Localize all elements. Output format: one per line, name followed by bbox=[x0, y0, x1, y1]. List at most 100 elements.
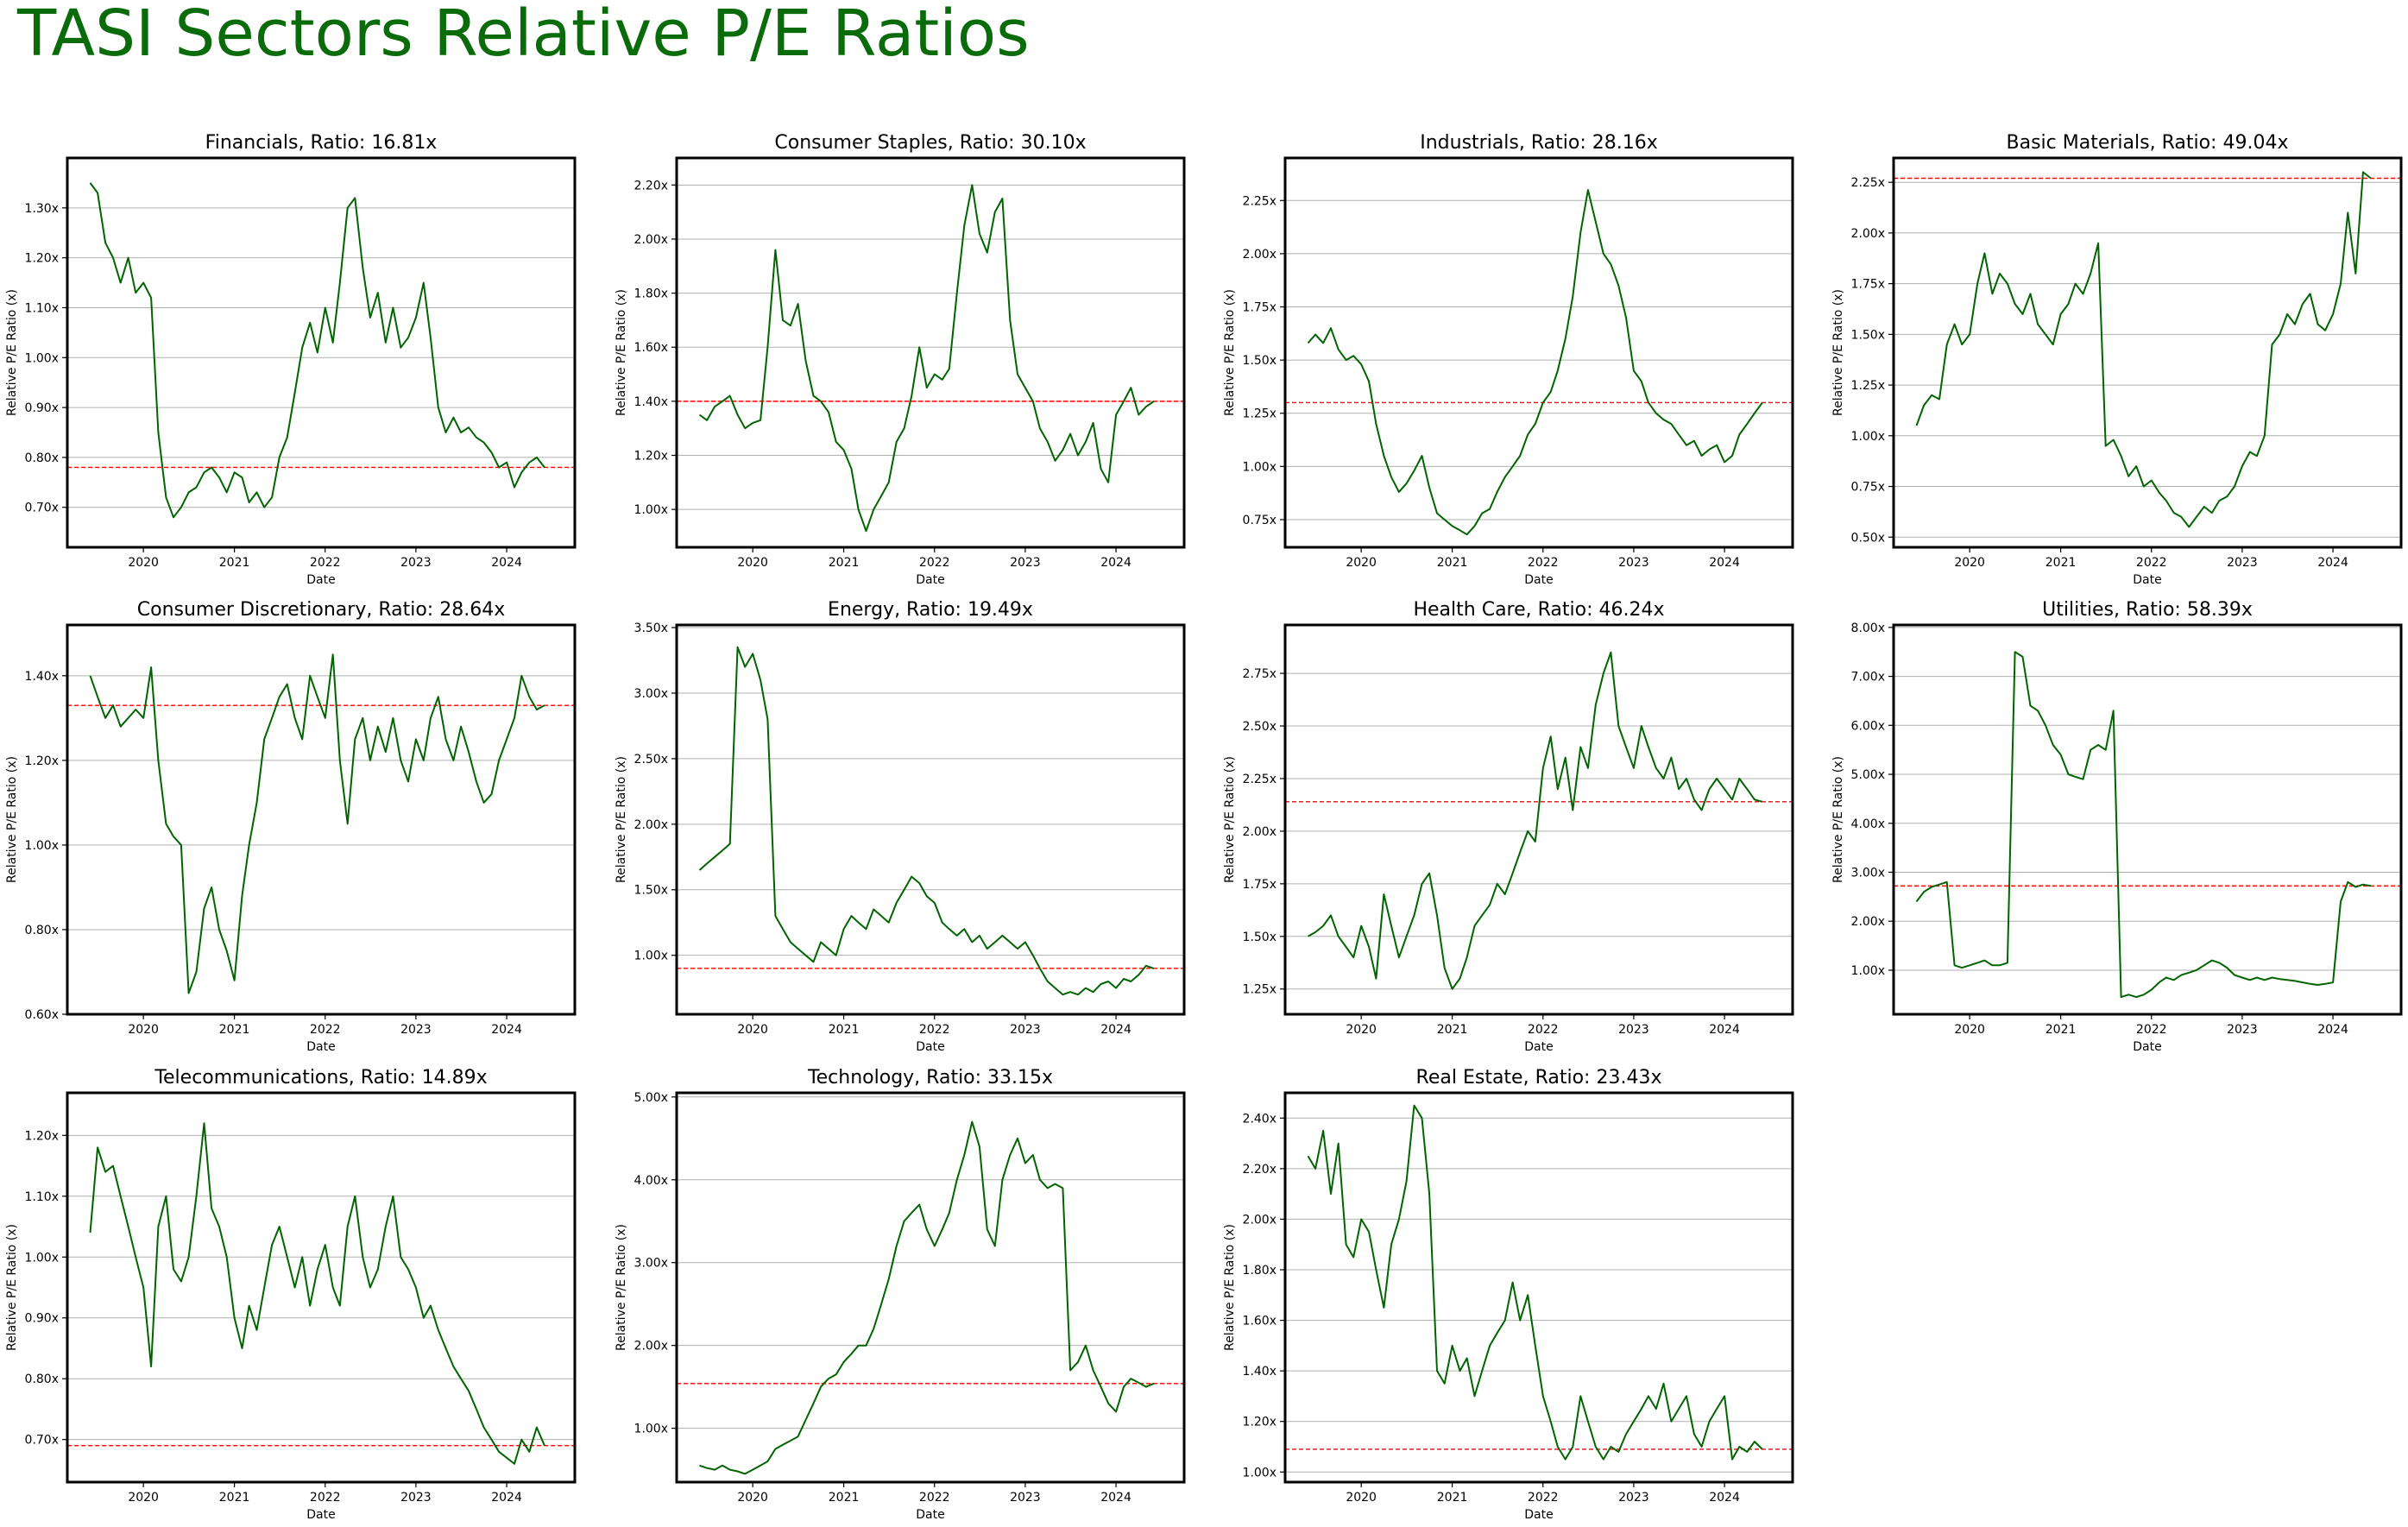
chart-consumer-discretionary: 0.60x 0.80x 1.00x 1.20x 1.40x 2020 2021 2022 202… bbox=[5, 599, 577, 1054]
plot-frame bbox=[1283, 623, 1794, 1016]
chart-consumer-staples: 1.00x 1.20x 1.40x 1.60x 1.80x 2.00x 2.20x 2020 2… bbox=[615, 132, 1186, 587]
plot-frame bbox=[675, 623, 1186, 1016]
y-tick-label: 1.50x bbox=[1243, 354, 1276, 368]
y-tick-label: 2.50x bbox=[1243, 720, 1276, 734]
x-tick-label: 2020 bbox=[737, 1491, 768, 1505]
chart-title: Real Estate, Ratio: 23.43x bbox=[1416, 1067, 1662, 1088]
series-line bbox=[1915, 651, 2372, 999]
chart-title: Financials, Ratio: 16.81x bbox=[205, 132, 438, 154]
y-tick-label: 2.20x bbox=[1243, 1163, 1276, 1177]
series-line bbox=[1308, 651, 1763, 990]
y-tick-label: 5.00x bbox=[634, 1091, 668, 1105]
x-axis-label: Date bbox=[1524, 573, 1553, 587]
plot-frame bbox=[1283, 156, 1794, 549]
chart-title: Utilities, Ratio: 58.39x bbox=[2042, 599, 2253, 621]
x-tick-label: 2022 bbox=[919, 556, 950, 570]
chart-industrials: 0.75x 1.00x 1.25x 1.50x 1.75x 2.00x 2.25x 2020 2… bbox=[1223, 132, 1794, 587]
plot-frame bbox=[675, 1091, 1186, 1484]
y-tick-label: 1.20x bbox=[1243, 1416, 1276, 1429]
y-tick-label: 1.00x bbox=[1851, 430, 1885, 444]
chart-energy: 1.00x 1.50x 2.00x 2.50x 3.00x 3.50x 2020 2021 20… bbox=[615, 599, 1186, 1054]
plot-frame bbox=[66, 156, 577, 549]
x-tick-label: 2020 bbox=[1346, 1491, 1377, 1505]
y-tick-label: 1.00x bbox=[634, 503, 668, 517]
y-tick-label: 1.40x bbox=[25, 670, 59, 684]
y-tick-label: 0.90x bbox=[25, 1312, 59, 1326]
y-tick-label: 2.25x bbox=[1243, 194, 1276, 208]
y-tick-label: 1.50x bbox=[1243, 931, 1276, 944]
y-tick-label: 1.50x bbox=[1851, 328, 1885, 342]
x-tick-label: 2020 bbox=[1954, 556, 1985, 570]
y-axis-label: Relative P/E Ratio (x) bbox=[1223, 1224, 1237, 1351]
y-tick-label: 4.00x bbox=[1851, 817, 1885, 831]
x-tick-label: 2021 bbox=[1437, 556, 1468, 570]
x-tick-label: 2020 bbox=[737, 1023, 768, 1037]
x-tick-label: 2023 bbox=[1010, 1023, 1041, 1037]
x-tick-label: 2024 bbox=[1100, 556, 1132, 570]
x-tick-label: 2022 bbox=[1528, 1023, 1559, 1037]
x-tick-label: 2022 bbox=[2136, 556, 2167, 570]
x-tick-label: 2022 bbox=[919, 1023, 950, 1037]
chart-title: Technology, Ratio: 33.15x bbox=[807, 1067, 1053, 1088]
y-tick-label: 1.00x bbox=[25, 839, 59, 853]
y-tick-label: 2.00x bbox=[1851, 915, 1885, 929]
x-tick-label: 2021 bbox=[1437, 1023, 1468, 1037]
y-axis-label: Relative P/E Ratio (x) bbox=[1223, 756, 1237, 883]
page-title: TASI Sectors Relative P/E Ratios bbox=[17, 0, 1030, 71]
x-tick-label: 2024 bbox=[2317, 1023, 2348, 1037]
chart-title: Telecommunications, Ratio: 14.89x bbox=[154, 1067, 487, 1088]
chart-title: Energy, Ratio: 19.49x bbox=[828, 599, 1033, 621]
series-line bbox=[1915, 171, 2372, 528]
chart-real-estate: 1.00x 1.20x 1.40x 1.60x 1.80x 2.00x 2.20x 2.40x… bbox=[1223, 1067, 1794, 1522]
y-tick-label: 1.20x bbox=[25, 252, 59, 266]
y-tick-label: 2.40x bbox=[1243, 1112, 1276, 1126]
x-tick-label: 2022 bbox=[919, 1491, 950, 1505]
y-tick-label: 0.75x bbox=[1243, 514, 1276, 527]
y-axis-label: Relative P/E Ratio (x) bbox=[5, 756, 19, 883]
series-line bbox=[1307, 1104, 1763, 1461]
x-axis-label: Date bbox=[916, 1508, 944, 1522]
x-tick-label: 2022 bbox=[310, 1023, 341, 1037]
y-tick-label: 7.00x bbox=[1851, 671, 1885, 685]
y-tick-label: 2.25x bbox=[1851, 176, 1885, 190]
x-tick-label: 2020 bbox=[1954, 1023, 1985, 1037]
plot-frame bbox=[1283, 1091, 1794, 1484]
x-tick-label: 2021 bbox=[829, 1023, 860, 1037]
chart-basic-materials: 0.50x 0.75x 1.00x 1.25x 1.50x 1.75x 2.00x 2.25x… bbox=[1831, 132, 2403, 587]
plot-frame bbox=[1892, 156, 2403, 549]
chart-title: Consumer Staples, Ratio: 30.10x bbox=[774, 132, 1086, 154]
x-tick-label: 2022 bbox=[310, 1491, 341, 1505]
y-tick-label: 2.00x bbox=[1243, 248, 1276, 262]
x-tick-label: 2024 bbox=[1709, 1491, 1740, 1505]
x-tick-label: 2020 bbox=[1346, 556, 1377, 570]
y-tick-label: 0.70x bbox=[25, 1434, 59, 1448]
y-tick-label: 1.25x bbox=[1243, 407, 1276, 421]
x-tick-label: 2020 bbox=[128, 556, 159, 570]
chart-financials: 0.70x 0.80x 0.90x 1.00x 1.10x 1.20x 1.30x 2020 2… bbox=[5, 132, 577, 587]
x-axis-label: Date bbox=[1524, 1040, 1553, 1054]
y-tick-label: 2.50x bbox=[634, 753, 668, 767]
chart-health-care: 1.25x 1.50x 1.75x 2.00x 2.25x 2.50x 2.75x 2020 2… bbox=[1223, 599, 1794, 1054]
x-axis-label: Date bbox=[916, 573, 944, 587]
y-tick-label: 6.00x bbox=[1851, 719, 1885, 733]
x-axis-label: Date bbox=[916, 1040, 944, 1054]
y-tick-label: 1.40x bbox=[1243, 1365, 1276, 1379]
y-tick-label: 1.00x bbox=[1243, 460, 1276, 474]
x-tick-label: 2023 bbox=[400, 1023, 432, 1037]
y-tick-label: 1.40x bbox=[634, 395, 668, 409]
series-line bbox=[89, 182, 545, 519]
x-tick-label: 2023 bbox=[1010, 556, 1041, 570]
y-tick-label: 2.00x bbox=[634, 818, 668, 832]
x-tick-label: 2023 bbox=[1010, 1491, 1041, 1505]
series-line bbox=[698, 646, 1155, 996]
x-tick-label: 2020 bbox=[128, 1023, 159, 1037]
x-axis-label: Date bbox=[2133, 573, 2161, 587]
y-tick-label: 1.00x bbox=[25, 351, 59, 365]
series-line bbox=[699, 1120, 1155, 1475]
x-tick-label: 2023 bbox=[2227, 556, 2258, 570]
y-tick-label: 1.20x bbox=[25, 754, 59, 768]
y-tick-label: 0.60x bbox=[25, 1008, 59, 1022]
y-tick-label: 2.00x bbox=[634, 1340, 668, 1353]
x-tick-label: 2021 bbox=[829, 556, 860, 570]
